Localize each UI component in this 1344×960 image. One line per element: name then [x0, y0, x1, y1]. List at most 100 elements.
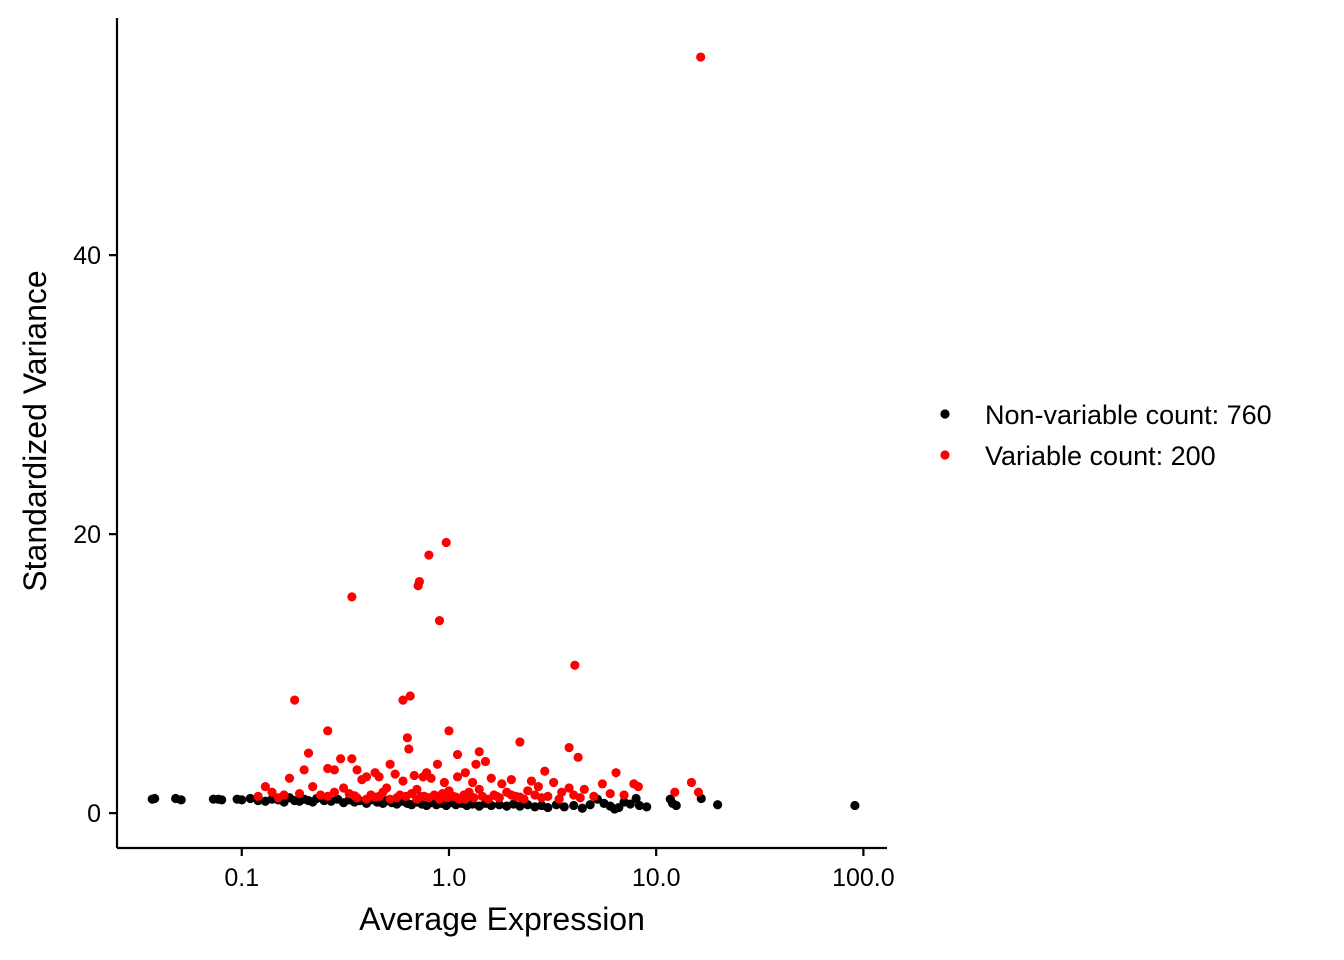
data-point: [631, 793, 641, 804]
y-tick-label: 0: [87, 800, 101, 828]
data-point: [308, 782, 318, 792]
data-point: [370, 792, 380, 802]
data-point: [506, 775, 516, 785]
data-point: [480, 756, 491, 767]
data-point: [633, 782, 643, 792]
data-point: [390, 769, 400, 779]
data-point: [284, 773, 295, 783]
data-point: [619, 790, 629, 800]
data-point: [543, 802, 553, 813]
data-point: [176, 795, 186, 805]
data-point: [515, 792, 525, 802]
legend-label-0: Non-variable count: 760: [985, 400, 1272, 430]
data-point: [634, 800, 645, 811]
data-point: [385, 759, 395, 769]
data-point: [554, 794, 564, 804]
data-point: [404, 744, 414, 754]
data-point: [452, 772, 463, 782]
data-point: [336, 754, 346, 764]
x-tick-label: 0.1: [224, 864, 259, 892]
data-point: [564, 742, 574, 753]
data-point: [579, 784, 589, 795]
data-point: [483, 794, 494, 804]
legend-key-1: [940, 450, 950, 460]
data-point: [323, 726, 333, 736]
data-point: [424, 550, 434, 560]
data-point: [671, 800, 681, 811]
data-point: [611, 768, 621, 778]
data-point: [267, 787, 277, 797]
data-point: [444, 726, 454, 736]
legend-label-1: Variable count: 200: [985, 441, 1216, 471]
data-point: [413, 581, 423, 591]
data-point: [585, 800, 595, 810]
data-point: [434, 794, 445, 804]
data-point: [570, 660, 580, 670]
data-point: [303, 748, 314, 758]
data-point: [442, 793, 452, 803]
data-point: [347, 592, 357, 602]
data-point: [405, 691, 415, 701]
data-point: [474, 784, 484, 795]
data-point: [349, 791, 360, 801]
data-point: [573, 752, 583, 762]
data-point: [237, 795, 247, 805]
data-point: [374, 772, 384, 782]
data-point: [385, 794, 395, 804]
data-point: [398, 695, 408, 705]
data-point: [434, 616, 445, 626]
data-point: [452, 749, 463, 760]
y-axis-ticks: 0 20 40: [73, 242, 117, 828]
x-tick-label: 1.0: [432, 864, 467, 892]
data-point: [523, 786, 533, 796]
data-point: [150, 793, 160, 804]
data-point: [352, 765, 362, 775]
data-point: [245, 793, 255, 804]
data-point: [409, 770, 419, 781]
data-point: [412, 794, 422, 804]
data-point: [469, 793, 479, 803]
x-axis-title: Average Expression: [359, 901, 645, 937]
y-tick-label: 20: [73, 521, 101, 549]
data-point: [347, 754, 357, 764]
data-point: [569, 800, 579, 811]
data-point: [597, 779, 607, 789]
data-point: [474, 747, 484, 757]
data-point: [696, 52, 706, 62]
data-point: [401, 791, 411, 801]
data-point: [497, 779, 507, 789]
data-point: [260, 782, 270, 792]
legend: Non-variable count: 760 Variable count: 2…: [940, 400, 1272, 471]
data-point: [713, 800, 723, 810]
data-point: [670, 787, 680, 797]
data-point: [686, 777, 697, 788]
data-point: [549, 777, 559, 788]
x-tick-label: 100.0: [832, 864, 895, 892]
data-point: [432, 759, 443, 769]
data-point: [559, 802, 569, 812]
data-point: [323, 791, 333, 801]
data-point: [564, 783, 574, 793]
y-tick-label: 40: [73, 242, 101, 270]
data-point: [642, 802, 652, 812]
data-point: [557, 787, 567, 797]
data-point: [398, 776, 408, 786]
data-point: [439, 777, 449, 788]
data-point: [577, 803, 587, 813]
data-point: [693, 787, 704, 797]
data-point: [850, 800, 860, 811]
data-point: [625, 799, 635, 809]
data-point: [315, 790, 326, 800]
data-point: [467, 777, 478, 788]
points-layer: [147, 52, 860, 814]
data-point: [338, 783, 349, 793]
x-tick-label: 10.0: [632, 864, 681, 892]
data-point: [471, 759, 481, 769]
data-point: [486, 773, 496, 783]
data-point: [515, 737, 525, 747]
x-axis-ticks: 0.1 1.0 10.0 100.0: [224, 848, 895, 892]
data-point: [361, 794, 372, 804]
data-point: [537, 793, 547, 803]
data-point: [460, 768, 470, 778]
data-point: [533, 782, 543, 792]
